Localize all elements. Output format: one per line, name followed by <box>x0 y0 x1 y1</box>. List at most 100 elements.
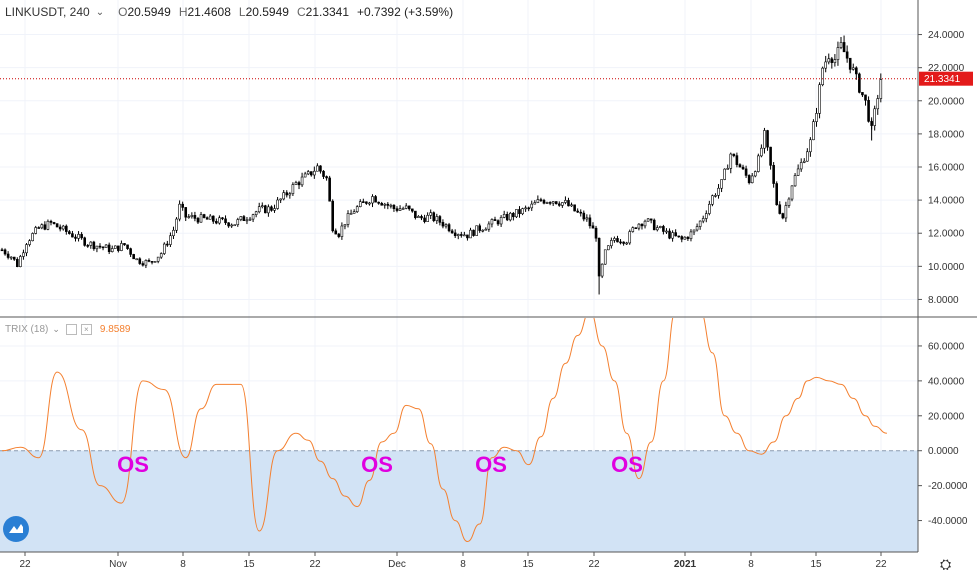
candle-body <box>533 202 537 205</box>
candle-body <box>619 241 622 244</box>
candle-body <box>723 168 726 180</box>
candle-body <box>855 67 858 75</box>
candle-body <box>600 263 604 277</box>
candle-body <box>260 205 264 208</box>
price-badge-label: 21.3341 <box>924 74 961 85</box>
candle-body <box>202 214 206 218</box>
candle-body <box>414 210 417 219</box>
candle-body <box>153 260 157 263</box>
candle-body <box>49 220 53 223</box>
candle-body <box>132 254 135 260</box>
x-tick-label: 15 <box>243 559 255 570</box>
candle-body <box>515 209 518 218</box>
x-tick-label: 22 <box>875 559 887 570</box>
candle-body <box>799 162 803 170</box>
candle-body <box>107 244 111 252</box>
candle-body <box>432 212 436 221</box>
candle-body <box>334 230 338 235</box>
candle-body <box>793 175 797 187</box>
trix-tick-label: 0.0000 <box>928 446 959 457</box>
indicator-legend: TRIX (18) ⌄ × 9.8589 <box>5 324 130 335</box>
candle-body <box>784 205 788 219</box>
candle-body <box>184 207 188 218</box>
candle-body <box>9 256 13 259</box>
high-label: H <box>178 5 188 19</box>
candle-body <box>564 200 567 203</box>
candle-body <box>300 176 304 186</box>
candle-body <box>625 242 628 245</box>
candle-body <box>509 212 512 221</box>
candle-body <box>162 243 166 254</box>
candle-body <box>616 238 619 243</box>
candle-body <box>845 51 849 59</box>
x-tick-label: 8 <box>748 559 754 570</box>
candle-body <box>28 240 31 245</box>
candle-body <box>821 67 824 86</box>
settings-icon[interactable] <box>65 324 77 335</box>
candle-body <box>554 201 558 205</box>
candle-body <box>591 225 595 229</box>
candle-body <box>389 204 393 207</box>
candle-body <box>159 253 163 258</box>
x-tick-label: 22 <box>588 559 600 570</box>
candle-body <box>392 204 396 209</box>
candle-body <box>469 229 472 239</box>
candle-body <box>613 238 616 241</box>
price-tick-label: 24.0000 <box>928 30 965 41</box>
candle-body <box>426 215 429 222</box>
close-icon[interactable]: × <box>80 324 92 335</box>
candle-body <box>790 185 794 200</box>
candle-body <box>264 205 267 214</box>
candle-body <box>665 230 668 233</box>
chevron-down-icon[interactable]: ⌄ <box>95 6 105 18</box>
x-tick-label: Dec <box>388 559 406 570</box>
chevron-down-icon[interactable]: ⌄ <box>52 324 60 334</box>
gear-icon[interactable]: ⛭ <box>940 556 952 572</box>
indicator-name[interactable]: TRIX (18) <box>5 324 49 335</box>
candle-body <box>466 234 469 239</box>
candle-body <box>92 241 96 250</box>
candle-body <box>138 258 142 264</box>
candle-body <box>708 203 711 214</box>
candle-body <box>435 216 439 221</box>
candle-body <box>818 84 821 114</box>
trix-line <box>1 318 887 543</box>
candle-body <box>671 232 674 239</box>
candle-body <box>65 225 68 232</box>
candle-body <box>839 42 843 48</box>
candle-body <box>19 256 22 267</box>
candle-body <box>52 222 56 224</box>
candle-body <box>662 226 665 232</box>
candle-body <box>741 166 745 170</box>
candle-body <box>169 235 172 245</box>
candle-body <box>16 259 19 267</box>
candle-body <box>539 199 543 201</box>
candle-body <box>622 241 625 244</box>
symbol-label[interactable]: LINKUSDT, 240 <box>5 5 90 19</box>
candle-body <box>851 67 855 70</box>
candle-body <box>3 249 7 255</box>
candle-body <box>824 61 827 69</box>
candle-body <box>423 217 426 222</box>
candle-body <box>77 234 80 239</box>
candle-body <box>141 263 145 266</box>
os-label: OS <box>361 452 393 477</box>
annotations: OS OS OS OS <box>117 452 643 477</box>
candle-body <box>772 165 775 184</box>
trix-tick-label: -20.0000 <box>928 481 968 492</box>
x-tick-label: 8 <box>460 559 466 570</box>
candle-body <box>267 206 270 214</box>
candle-body <box>365 201 368 204</box>
candle-body <box>343 224 347 227</box>
candle-body <box>328 177 331 202</box>
candle-body <box>386 203 390 206</box>
price-tick-label: 14.0000 <box>928 196 965 207</box>
candle-body <box>319 165 322 172</box>
candle-body <box>757 155 760 172</box>
candle-body <box>502 214 506 218</box>
candle-body <box>848 57 852 70</box>
candle-body <box>325 176 328 179</box>
tradingview-logo-icon[interactable] <box>3 516 29 542</box>
candle-body <box>58 226 62 230</box>
price-badge <box>919 71 973 86</box>
